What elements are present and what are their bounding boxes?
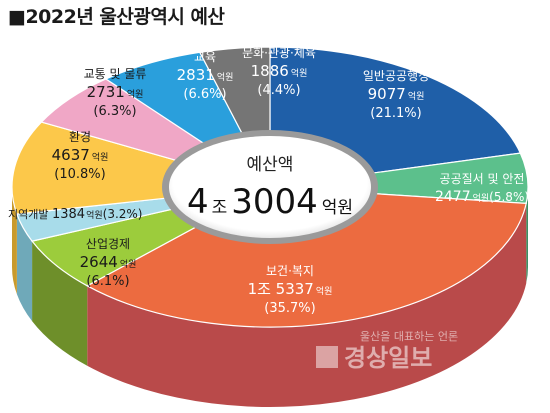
slice-pct-8: (4.4%) (257, 83, 300, 98)
slice-pct-6: (6.3%) (93, 104, 136, 119)
center-label: 예산액 (247, 155, 294, 175)
watermark: 울산을 대표하는 언론 경상일보 (316, 329, 458, 372)
slice-label-6: 교통 및 물류 2731 억원 (6.3%) (84, 67, 147, 119)
slice-name-1: 공공질서 및 안전 (440, 172, 525, 186)
watermark-slogan: 울산을 대표하는 언론 (360, 329, 458, 343)
donut-sides (12, 187, 528, 408)
slice-side-1 (526, 187, 528, 284)
slice-name-8: 문화·관광·체육 (242, 46, 316, 60)
center-value: 4 조 3004 억원 (187, 182, 353, 222)
slice-pct-7: (6.6%) (183, 87, 226, 102)
slice-pct-2: (35.7%) (264, 301, 315, 316)
slice-name-3: 산업경제 (86, 237, 130, 251)
slice-value-8: 1886 억원 (251, 62, 308, 80)
center-unit-eok: 억원 (322, 198, 353, 218)
donut-hole-face (169, 136, 371, 238)
donut-hole (162, 130, 378, 244)
slice-side-5 (12, 187, 17, 295)
slice-2 (85, 186, 527, 328)
slice-label-5: 환경 4637 억원 (10.8%) (52, 130, 109, 182)
slice-value-7: 2831 억원 (177, 66, 234, 84)
slice-pct-3: (6.1%) (86, 274, 129, 289)
slice-label-2: 보건·복지 1조 5337 억원 (35.7%) (248, 264, 333, 316)
slice-value-1: 2477 억원(5.8%) (435, 189, 529, 205)
slice-value-5: 4637 억원 (52, 146, 109, 164)
slice-side-4 (16, 214, 33, 322)
center-value-jo: 4 (187, 182, 209, 222)
slice-value-3: 2644 억원 (80, 253, 137, 271)
slice-label-7: 교육 2831 억원 (6.6%) (177, 50, 234, 102)
slice-side-3 (32, 241, 88, 366)
center-value-eok: 3004 (231, 182, 318, 222)
slice-label-4: 지역개발 1384억원(3.2%) (8, 207, 143, 222)
chart-title: ■2022년 울산광역시 예산 (8, 6, 225, 28)
slice-name-4: 지역개발 1384억원(3.2%) (8, 207, 143, 222)
center-unit-jo: 조 (212, 198, 228, 218)
slice-side-2 (87, 203, 527, 408)
watermark-logo-icon (316, 346, 338, 368)
slice-label-3: 산업경제 2644 억원 (6.1%) (80, 237, 137, 289)
slice-value-6: 2731 억원 (87, 83, 144, 101)
slice-value-0: 9077 억원 (368, 85, 425, 103)
slice-name-0: 일반공공행정 (363, 68, 429, 83)
slice-name-6: 교통 및 물류 (84, 67, 147, 81)
center-total: 예산액 4 조 3004 억원 (187, 155, 353, 222)
watermark-name: 경상일보 (344, 344, 432, 372)
slice-name-5: 환경 (69, 130, 91, 144)
slice-label-1: 공공질서 및 안전 2477 억원(5.8%) (435, 172, 529, 205)
slice-name-2: 보건·복지 (266, 264, 314, 278)
slice-label-8: 문화·관광·체육 1886 억원 (4.4%) (242, 46, 316, 98)
slice-value-2: 1조 5337 억원 (248, 280, 333, 298)
slice-labels: 일반공공행정 9077 억원 (21.1%) 공공질서 및 안전 2477 억원(5.8%)… (8, 46, 529, 316)
slice-pct-5: (10.8%) (54, 167, 105, 182)
slice-label-0: 일반공공행정 9077 억원 (21.1%) (363, 68, 429, 121)
slice-pct-0: (21.1%) (370, 106, 421, 121)
slice-name-7: 교육 (194, 50, 216, 64)
